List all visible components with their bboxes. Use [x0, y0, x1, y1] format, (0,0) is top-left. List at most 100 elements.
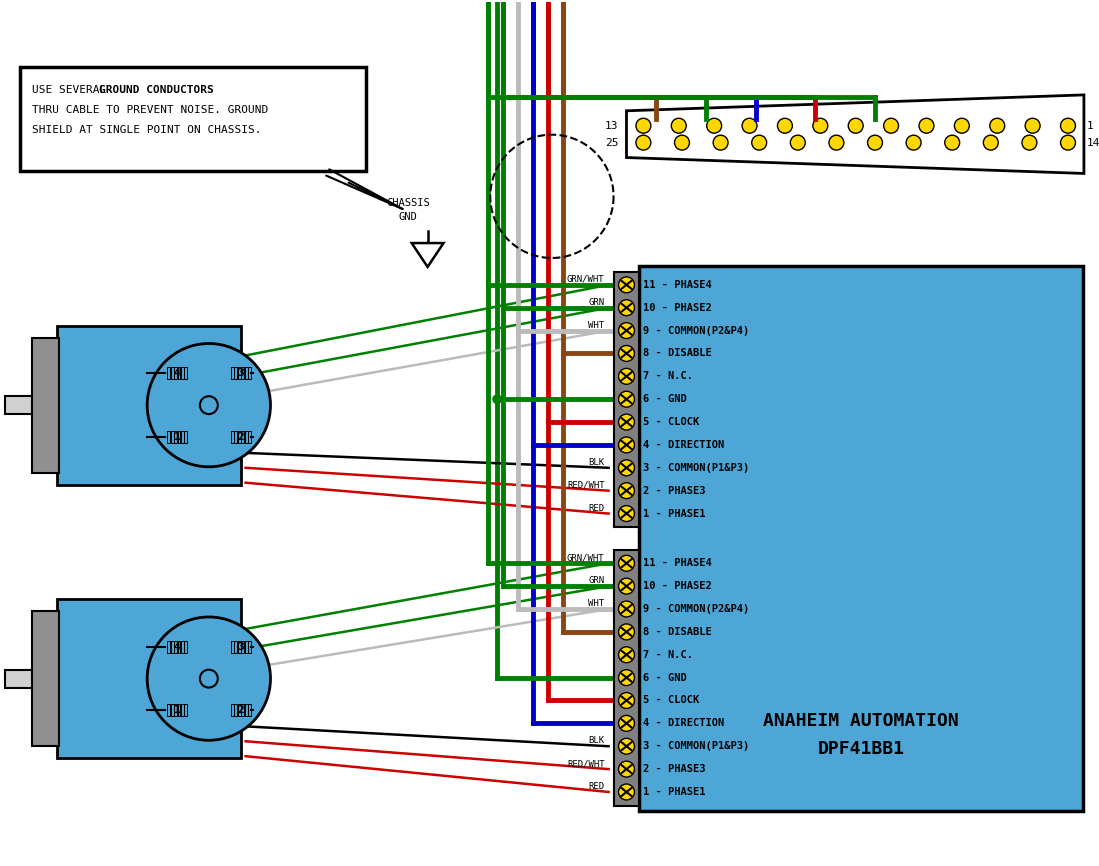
Bar	[167, 704, 170, 716]
Bar	[178, 367, 180, 379]
Text: 8 - DISABLE: 8 - DISABLE	[643, 348, 712, 359]
Text: 25: 25	[606, 138, 619, 147]
Bar	[185, 704, 188, 716]
Bar	[174, 704, 177, 716]
Bar	[613, 550, 640, 806]
Polygon shape	[412, 243, 444, 267]
Bar	[181, 704, 184, 716]
Text: 7 - N.C.: 7 - N.C.	[643, 650, 693, 660]
Bar	[167, 431, 170, 443]
Bar	[181, 641, 184, 653]
Bar	[245, 704, 247, 716]
Bar	[241, 641, 244, 653]
Circle shape	[619, 300, 634, 316]
Circle shape	[1025, 119, 1040, 133]
Circle shape	[147, 617, 270, 740]
Text: ANAHEIM AUTOMATION: ANAHEIM AUTOMATION	[764, 713, 959, 730]
Circle shape	[619, 647, 634, 662]
Circle shape	[619, 555, 634, 572]
Circle shape	[984, 135, 998, 150]
Circle shape	[200, 397, 218, 414]
Bar	[613, 272, 640, 527]
Circle shape	[707, 119, 722, 133]
Bar	[185, 641, 188, 653]
Text: 4: 4	[174, 368, 180, 378]
Bar	[185, 367, 188, 379]
Bar	[57, 599, 241, 758]
Text: 4 - DIRECTION: 4 - DIRECTION	[643, 440, 724, 450]
Circle shape	[907, 135, 921, 150]
Text: 10 - PHASE2: 10 - PHASE2	[643, 303, 712, 313]
Bar	[5, 397, 57, 414]
Text: USE SEVERAL: USE SEVERAL	[32, 85, 113, 95]
Text: 7 - N.C.: 7 - N.C.	[643, 372, 693, 381]
Bar	[241, 367, 244, 379]
Bar	[248, 367, 251, 379]
Bar	[245, 641, 247, 653]
Bar	[248, 641, 251, 653]
Text: 1: 1	[174, 706, 180, 715]
Text: 13: 13	[606, 120, 619, 131]
Text: RED: RED	[588, 503, 604, 513]
Text: 1: 1	[1087, 120, 1094, 131]
Circle shape	[752, 135, 767, 150]
Bar	[234, 367, 237, 379]
Text: 2: 2	[237, 706, 244, 715]
Text: 14: 14	[1087, 138, 1099, 147]
Circle shape	[713, 135, 728, 150]
Text: 10 - PHASE2: 10 - PHASE2	[643, 581, 712, 591]
Bar	[32, 338, 58, 473]
Text: 3: 3	[237, 368, 244, 378]
Circle shape	[636, 119, 651, 133]
Circle shape	[848, 119, 863, 133]
Bar	[231, 431, 234, 443]
Circle shape	[619, 346, 634, 361]
Bar	[241, 704, 244, 716]
Circle shape	[919, 119, 934, 133]
Circle shape	[742, 119, 757, 133]
Bar	[174, 367, 177, 379]
Text: 11 - PHASE4: 11 - PHASE4	[643, 280, 712, 290]
Bar	[231, 641, 234, 653]
Text: SHIELD AT SINGLE POINT ON CHASSIS.: SHIELD AT SINGLE POINT ON CHASSIS.	[32, 125, 262, 135]
Polygon shape	[626, 95, 1084, 173]
Bar	[234, 641, 237, 653]
Text: GRN/WHT: GRN/WHT	[567, 275, 604, 284]
Circle shape	[675, 135, 689, 150]
Bar	[167, 641, 170, 653]
Text: BLK: BLK	[588, 736, 604, 746]
Circle shape	[954, 119, 969, 133]
Text: GROUND CONDUCTORS: GROUND CONDUCTORS	[99, 85, 214, 95]
Bar	[237, 431, 241, 443]
Text: WHT: WHT	[588, 320, 604, 330]
Circle shape	[777, 119, 792, 133]
Bar	[20, 67, 366, 171]
Text: BLK: BLK	[588, 458, 604, 467]
Bar	[174, 641, 177, 653]
Circle shape	[619, 693, 634, 708]
Text: 1 - PHASE1: 1 - PHASE1	[643, 508, 706, 519]
Circle shape	[1061, 135, 1076, 150]
Circle shape	[619, 368, 634, 385]
Circle shape	[813, 119, 828, 133]
Circle shape	[619, 669, 634, 686]
Bar	[185, 431, 188, 443]
Bar	[237, 641, 241, 653]
Bar	[237, 367, 241, 379]
Bar	[174, 431, 177, 443]
Circle shape	[619, 624, 634, 640]
Bar	[178, 431, 180, 443]
Text: 6 - GND: 6 - GND	[643, 394, 687, 404]
Circle shape	[619, 784, 634, 800]
Circle shape	[619, 761, 634, 777]
Text: 6 - GND: 6 - GND	[643, 673, 687, 682]
Text: THRU CABLE TO PREVENT NOISE. GROUND: THRU CABLE TO PREVENT NOISE. GROUND	[32, 105, 268, 115]
Bar	[170, 431, 174, 443]
Text: WHT: WHT	[588, 599, 604, 608]
Circle shape	[790, 135, 806, 150]
Text: 1 - PHASE1: 1 - PHASE1	[643, 787, 706, 797]
Circle shape	[829, 135, 844, 150]
Bar	[231, 367, 234, 379]
Circle shape	[671, 119, 686, 133]
Bar	[57, 326, 241, 485]
